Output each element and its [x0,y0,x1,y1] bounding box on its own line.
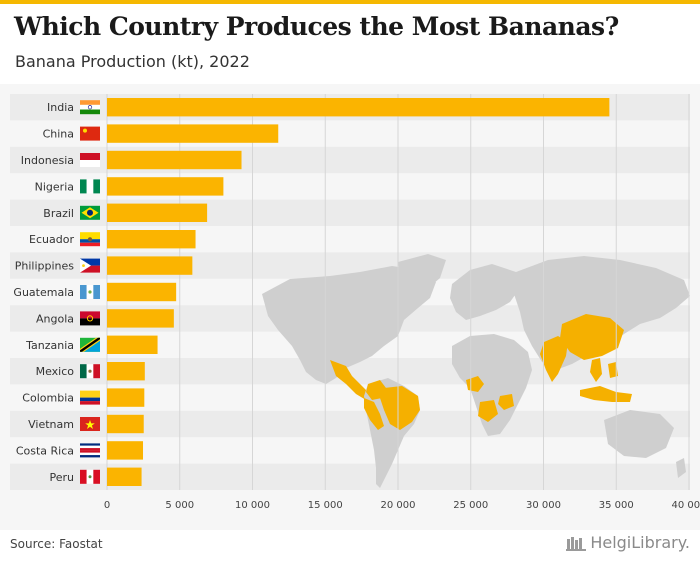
map-greenland [398,254,446,290]
philippines-flag-icon [80,258,100,273]
bar-ecuador[interactable] [107,230,196,249]
x-tick-label: 30 000 [526,500,561,511]
bar-colombia[interactable] [107,388,145,407]
category-label: Costa Rica [16,444,74,457]
x-tick-label: 10 000 [235,500,270,511]
bar-mexico[interactable] [107,362,145,381]
chart-subtitle: Banana Production (kt), 2022 [15,52,250,71]
world-map [262,254,690,488]
bar-costa-rica[interactable] [107,441,144,460]
category-label: Vietnam [28,418,74,431]
category-label: China [43,128,74,141]
map-new-zealand [676,458,686,478]
tanzania-flag-icon [80,337,100,352]
bar-peru[interactable] [107,467,142,486]
map-china [560,314,624,360]
bar-chart: India China Indonesia Nigeria Brazil Ecuador P… [10,94,700,511]
bar-nigeria[interactable] [107,177,224,196]
category-label: Angola [36,312,74,325]
map-india [540,336,568,382]
india-flag-icon [80,100,100,115]
map-brazil [380,386,420,430]
angola-flag-icon [80,311,100,326]
x-tick-label: 15 000 [308,500,343,511]
costa-rica-flag-icon [80,443,100,458]
map-australia [604,410,674,458]
category-label: Indonesia [21,154,74,167]
x-tick-label: 25 000 [453,500,488,511]
vietnam-flag-icon [80,417,100,431]
map-angola [478,400,498,422]
category-label: Colombia [22,392,74,405]
category-label: Philippines [15,260,75,273]
map-north-america [262,266,436,384]
source-note: Source: Faostat [10,537,103,551]
category-label: Nigeria [35,180,74,193]
top-accent-bar [0,0,700,4]
brand-name: HelgiLibrary. [590,533,690,552]
page-title: Which Country Produces the Most Bananas? [14,12,619,41]
bar-philippines[interactable] [107,256,193,275]
map-indonesia [580,386,632,402]
peru-flag-icon [80,469,100,484]
guatemala-flag-icon [80,285,100,299]
map-africa [452,334,532,436]
map-ecuador-peru [364,398,384,430]
category-label: Ecuador [29,233,74,246]
category-label: Guatemala [13,286,74,299]
map-philippines [608,362,618,378]
bar-tanzania[interactable] [107,335,158,354]
bar-china[interactable] [107,124,279,143]
library-icon [566,536,587,551]
bar-vietnam[interactable] [107,414,144,434]
brand-logo: HelgiLibrary. [566,533,690,552]
map-europe [450,264,520,320]
category-label: India [47,101,74,114]
map-colombia [366,380,386,400]
ecuador-flag-icon [80,232,100,247]
bar-india[interactable] [107,98,610,117]
mexico-flag-icon [80,364,100,379]
map-vietnam [590,358,602,382]
x-tick-label: 40 000 [672,500,700,511]
x-tick-label: 5 000 [165,500,194,511]
china-flag-icon [80,126,100,141]
chart-area: India China Indonesia Nigeria Brazil Ecuador P… [0,84,700,530]
grid-lines [106,94,690,490]
colombia-flag-icon [80,390,100,405]
indonesia-flag-icon [80,153,100,167]
map-tanzania [498,394,514,410]
map-mexico [330,360,372,400]
category-label: Brazil [43,207,74,220]
nigeria-flag-icon [80,179,100,194]
bar-angola[interactable] [107,309,174,328]
category-labels: India China Indonesia Nigeria Brazil Ecuador P… [13,101,74,484]
category-label: Mexico [36,365,75,378]
category-label: Tanzania [25,339,74,352]
brazil-flag-icon [80,205,100,220]
x-tick-label: 20 000 [381,500,416,511]
bar-guatemala[interactable] [107,282,177,302]
bar-indonesia[interactable] [107,150,242,170]
x-tick-label: 0 [104,500,110,511]
bars [107,98,610,486]
country-flags [80,100,100,484]
category-label: Peru [49,471,74,484]
bar-brazil[interactable] [107,203,208,222]
x-tick-label: 35 000 [599,500,634,511]
x-axis-tick-labels: 0 5 000 10 000 15 000 20 000 25 000 30 000 35 0… [104,500,700,511]
